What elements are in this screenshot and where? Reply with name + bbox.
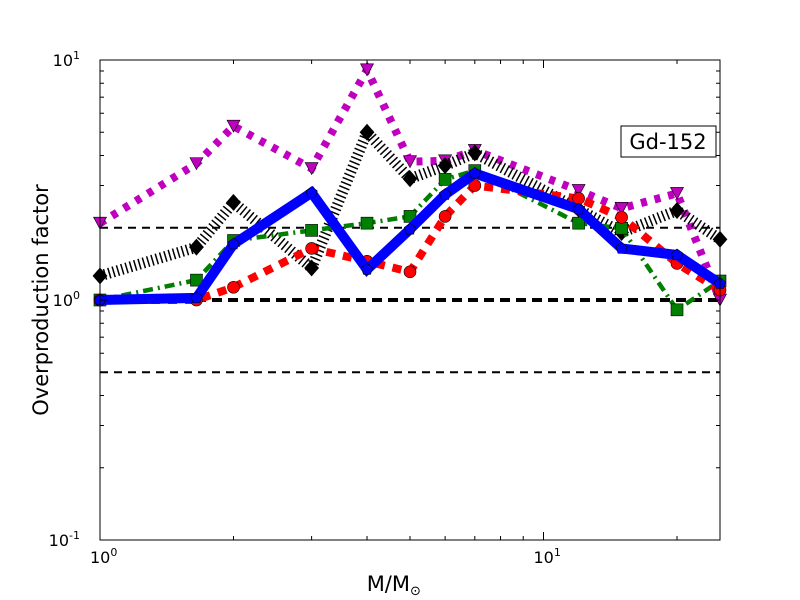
marker-pentagon [615, 242, 628, 254]
marker-triangle-down [571, 184, 586, 198]
marker-circle [227, 280, 240, 294]
marker-triangle-down [670, 187, 685, 201]
x-tick-label-exponent: 1 [554, 546, 561, 559]
marker-triangle-down [226, 119, 241, 133]
series-line-black [98, 122, 724, 282]
series-line-magenta [97, 61, 724, 302]
marker-pentagon [190, 291, 203, 304]
marker-diamond [304, 259, 320, 277]
marker-circle [438, 210, 452, 223]
marker-square [572, 216, 585, 230]
marker-triangle-down [402, 155, 418, 169]
marker-pentagon [670, 248, 684, 261]
y-tick-label-exponent: 0 [73, 289, 80, 302]
x-axis-label: M/M [367, 572, 410, 596]
marker-diamond [359, 123, 375, 141]
marker-triangle-down [614, 202, 629, 215]
marker-pentagon [468, 166, 481, 179]
legend-box: Gd-152 [620, 125, 717, 158]
marker-circle [403, 265, 417, 279]
marker-diamond [669, 202, 685, 219]
marker-circle [305, 242, 318, 255]
y-axis-label: Overproduction factor [29, 184, 53, 416]
marker-square [360, 216, 374, 230]
marker-square [305, 224, 318, 237]
marker-diamond [189, 238, 204, 256]
marker-pentagon [439, 188, 452, 200]
marker-pentagon [360, 263, 374, 275]
y-tick-label-exponent: 1 [73, 49, 80, 62]
marker-triangle-down [304, 162, 319, 176]
marker-square [190, 273, 203, 287]
marker-diamond [467, 144, 483, 162]
series-line-green [99, 168, 722, 313]
marker-pentagon [227, 237, 240, 250]
marker-pentagon [572, 202, 585, 215]
y-tick-label-exponent: -1 [69, 529, 80, 542]
marker-circle [615, 211, 628, 224]
series-line-blue [99, 167, 723, 305]
annotation-frame [620, 125, 717, 158]
marker-diamond [402, 170, 418, 188]
marker-pentagon [305, 186, 318, 198]
marker-pentagon [403, 222, 417, 235]
series-magenta [92, 61, 728, 307]
marker-square [438, 173, 452, 186]
x-tick-label-exponent: 0 [110, 546, 117, 559]
marker-square [615, 221, 628, 235]
marker-triangle-down [189, 157, 204, 171]
x-axis-label-sub: ⊙ [410, 584, 421, 599]
series-line-red [100, 181, 723, 304]
marker-square [670, 303, 684, 317]
marker-diamond [226, 193, 241, 211]
annotation-label: Gd-152 [629, 130, 706, 154]
